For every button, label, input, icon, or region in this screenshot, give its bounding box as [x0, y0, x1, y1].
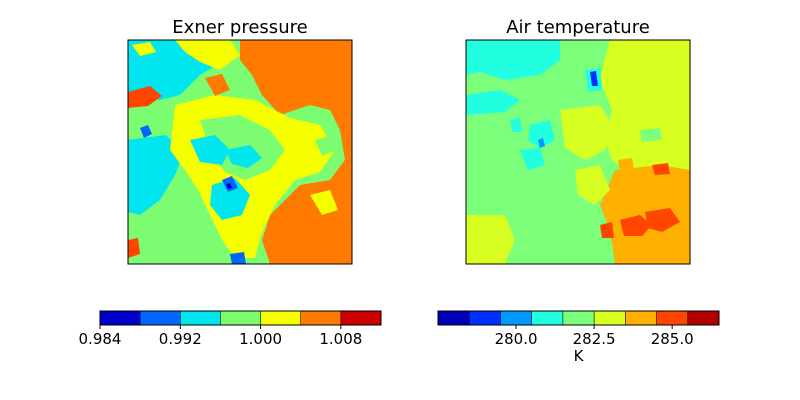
- colorbar-segment: [220, 311, 261, 325]
- colorbar-segment: [625, 311, 657, 325]
- colorbar-segment: [469, 311, 501, 325]
- colorbar-segment: [531, 311, 563, 325]
- colorbar-label: K: [574, 347, 585, 365]
- colorbar-segment: [500, 311, 532, 325]
- colorbar-segment: [594, 311, 626, 325]
- temperature-field: [466, 40, 690, 264]
- colorbar-segment: [687, 311, 719, 325]
- colorbar-tick-label: 1.000: [239, 330, 282, 348]
- colorbar-frame: [99, 310, 382, 326]
- colorbar-segment: [140, 311, 181, 325]
- panel-title: Exner pressure: [172, 17, 307, 38]
- colorbar-segment: [438, 311, 470, 325]
- colorbar-tick-label: 1.008: [319, 330, 362, 348]
- colorbar-tick-label: 280.0: [495, 330, 538, 348]
- colorbar-segment: [300, 311, 341, 325]
- colorbar-segment: [340, 311, 381, 325]
- colorbar-segment: [100, 311, 141, 325]
- panel-frame: [127, 39, 353, 265]
- temperature-colorbar: 280.0 282.5 285.0 K: [437, 310, 720, 365]
- colorbar-segment: [260, 311, 301, 325]
- colorbar-tick-label: 0.992: [159, 330, 202, 348]
- colorbar-segment: [656, 311, 688, 325]
- colorbar-tick-label: 282.5: [573, 330, 616, 348]
- colorbar-segment: [562, 311, 595, 325]
- exner-field: [128, 40, 352, 264]
- panel-frame: [465, 39, 691, 265]
- exner-colorbar: 0.984 0.992 1.000 1.008: [79, 310, 382, 348]
- colorbar-frame: [437, 310, 720, 326]
- panel-title: Air temperature: [506, 17, 650, 38]
- colorbar-segment: [180, 311, 221, 325]
- colorbar-tick-label: 0.984: [79, 330, 122, 348]
- colorbar-tick-label: 285.0: [651, 330, 694, 348]
